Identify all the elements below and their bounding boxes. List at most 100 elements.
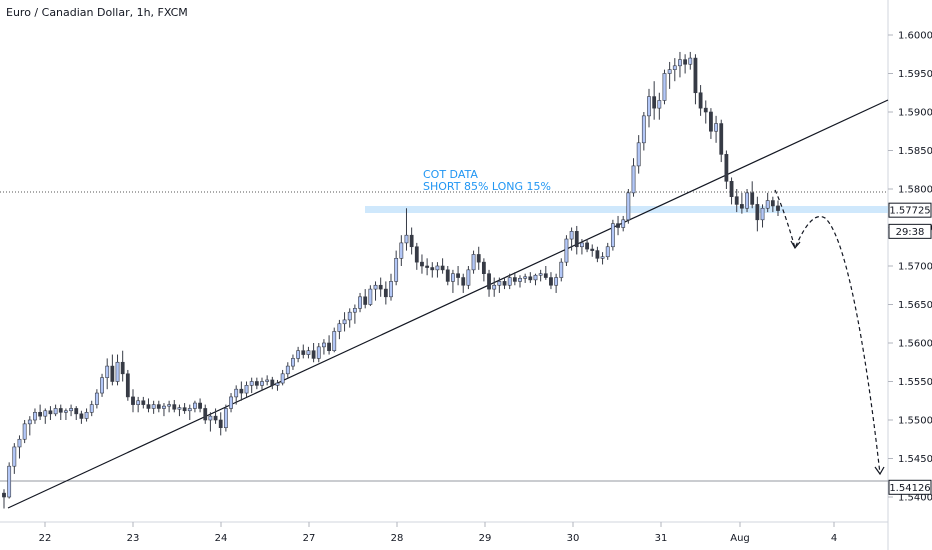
candle-body	[74, 408, 79, 415]
candle	[234, 385, 239, 405]
candle-body	[363, 296, 368, 305]
candle-body	[445, 269, 450, 282]
x-tick-label: 27	[303, 533, 316, 544]
candle-body	[647, 96, 651, 117]
candle-body	[770, 200, 775, 207]
candle-body	[636, 142, 641, 167]
candle	[471, 250, 476, 274]
candle	[538, 269, 543, 282]
candle	[564, 235, 569, 266]
candle	[543, 266, 548, 280]
projection-arrow-1	[790, 240, 801, 250]
candle	[445, 266, 450, 286]
candle	[358, 292, 362, 313]
candle-body	[693, 57, 698, 94]
candle	[64, 408, 68, 420]
candle	[512, 272, 517, 286]
candle-body	[234, 388, 239, 398]
candle-body	[120, 361, 125, 375]
candle	[352, 304, 357, 324]
candle	[776, 200, 780, 216]
candle-body	[776, 205, 780, 211]
candle	[223, 404, 228, 432]
y-tick-label: 1.58000	[898, 185, 932, 196]
candle	[528, 272, 533, 283]
candle	[518, 275, 522, 288]
candle	[254, 377, 259, 390]
x-tick-label: 23	[127, 533, 140, 544]
candle	[394, 250, 399, 286]
candle-body	[652, 96, 657, 109]
x-tick-label: 30	[567, 533, 580, 544]
candle	[492, 277, 497, 297]
candle	[595, 246, 600, 263]
candle-body	[435, 265, 440, 271]
candle	[729, 177, 734, 205]
candle	[647, 88, 651, 128]
price-label-text: 29:38	[896, 227, 925, 238]
candle	[497, 277, 502, 293]
candle-body	[672, 65, 677, 70]
candle-body	[53, 408, 58, 415]
candle-body	[569, 231, 574, 240]
candle-body	[27, 419, 32, 425]
candle	[337, 319, 342, 340]
candle	[296, 346, 301, 363]
candle-body	[461, 277, 466, 286]
candle-body	[17, 438, 22, 448]
y-tick-label: 1.54000	[898, 493, 932, 504]
candle	[678, 51, 682, 78]
candle	[136, 396, 141, 413]
candle	[229, 393, 233, 413]
price-label-box	[888, 223, 932, 239]
candle	[435, 262, 440, 278]
candle-body	[311, 350, 316, 359]
candle-body	[610, 223, 615, 248]
price-label-text: 1.54126	[889, 483, 930, 494]
candle-body	[125, 373, 130, 398]
candle-body	[420, 261, 424, 267]
candle-body	[182, 407, 187, 412]
candle	[693, 54, 698, 105]
candle-body	[502, 281, 507, 286]
candle	[275, 379, 280, 391]
candle	[404, 208, 409, 251]
candle	[420, 254, 424, 274]
candle-body	[208, 415, 213, 421]
x-tick-label: 24	[215, 533, 228, 544]
candle-body	[662, 73, 667, 101]
candle-body	[481, 261, 486, 274]
candle-body	[745, 192, 749, 209]
candle-body	[543, 273, 548, 278]
candle-body	[249, 381, 254, 386]
candle-body	[538, 273, 543, 276]
price-label-text: 1.57725	[889, 206, 930, 217]
candle	[265, 375, 270, 386]
candle-body	[621, 219, 626, 228]
candle-body	[698, 92, 703, 109]
candle	[585, 239, 589, 253]
candle-body	[678, 59, 682, 67]
candle	[322, 339, 326, 355]
candle-body	[729, 181, 734, 198]
candle-body	[239, 388, 244, 394]
candle	[105, 358, 110, 390]
candle	[765, 192, 770, 213]
candle	[487, 269, 491, 297]
y-tick-label: 1.57000	[898, 262, 932, 273]
candle	[43, 408, 48, 424]
candle	[22, 420, 27, 444]
candle-body	[213, 415, 218, 421]
candle-body	[301, 350, 306, 355]
candle	[347, 308, 352, 328]
candle	[311, 343, 316, 363]
candle-body	[492, 284, 497, 290]
candle	[260, 377, 264, 391]
candle-body	[497, 281, 502, 286]
candle	[332, 327, 337, 353]
candle-body	[667, 69, 672, 74]
candle-body	[198, 402, 202, 409]
candle-body	[229, 396, 233, 409]
candle-body	[378, 284, 383, 290]
